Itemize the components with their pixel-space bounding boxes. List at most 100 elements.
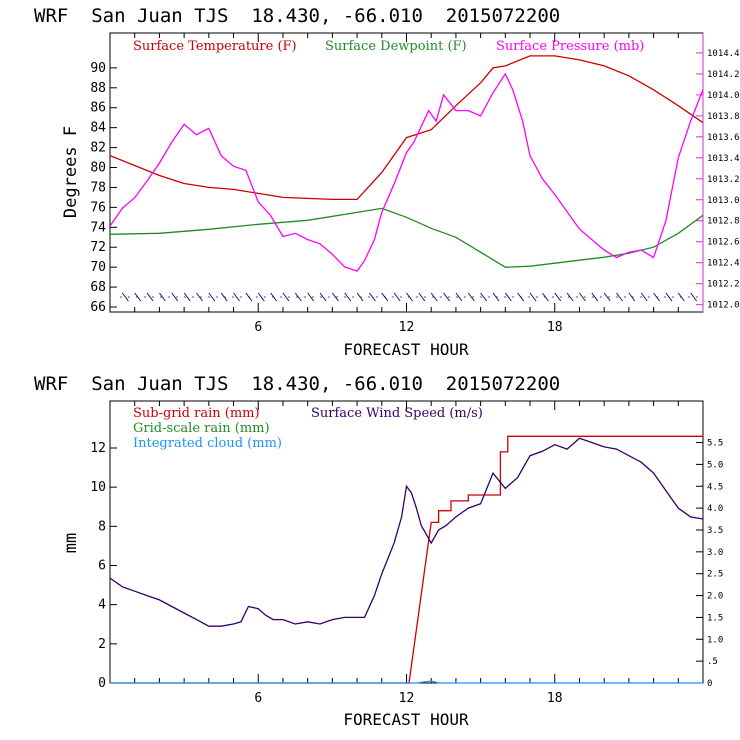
wind-barb: [443, 292, 450, 302]
upper-left-tick-label: 80: [90, 161, 106, 176]
wind-barb: [233, 292, 240, 302]
subgrid-rain-line: [110, 435, 703, 684]
lower-chart-title: WRF San Juan TJS 18.430, -66.010 2015072…: [34, 373, 560, 395]
wind-barb: [294, 292, 302, 302]
upper-right-tick-label: 1013.6: [707, 133, 740, 143]
wind-barb: [319, 292, 327, 302]
upper-right-tick-label: 1012.0: [707, 301, 740, 311]
lower-right-tick-label: 1.0: [707, 635, 723, 645]
wind-barb: [393, 292, 401, 302]
wind-barb: [566, 292, 574, 302]
upper-right-ticks: 1012.0 1012.2 1012.4 1012.6 1012.8 1013.0 1013…: [696, 49, 740, 311]
upper-left-tick-label: 68: [90, 280, 106, 295]
lower-right-tick-label: 3.0: [707, 548, 723, 558]
lower-left-tick-label: 0: [98, 676, 106, 691]
lower-right-tick-label: .5: [707, 657, 718, 667]
lower-x-tick-label: 12: [399, 691, 415, 706]
legend-surface-dewpoint: Surface Dewpoint (F): [325, 39, 467, 54]
upper-right-tick-label: 1012.4: [707, 259, 740, 269]
upper-left-tick-label: 72: [90, 240, 106, 255]
dewpoint-line: [109, 207, 704, 268]
wind-barb: [171, 292, 179, 302]
upper-x-ticks: 6 12 18: [134, 33, 679, 335]
wind-barb: [455, 292, 463, 302]
legend-surface-temperature: Surface Temperature (F): [133, 39, 297, 54]
upper-right-tick-label: 1013.4: [707, 154, 740, 164]
upper-right-tick-label: 1014.2: [707, 70, 740, 80]
upper-left-tick-label: 66: [90, 300, 106, 315]
wind-barb: [467, 292, 475, 302]
upper-left-tick-label: 78: [90, 180, 106, 195]
legend-subgrid-rain: Sub-grid rain (mm): [133, 406, 260, 421]
upper-right-tick-label: 1012.2: [707, 280, 740, 290]
upper-plot-frame: [109, 32, 704, 313]
wind-barb: [529, 292, 537, 302]
upper-y-axis-title: Degrees F: [61, 126, 81, 218]
lower-y-axis-title: mm: [61, 533, 81, 553]
upper-left-tick-label: 84: [90, 121, 106, 136]
wind-barb: [121, 292, 129, 302]
lower-left-ticks: 0 2 4 6 8 10 12: [90, 441, 117, 691]
wind-barb: [331, 292, 339, 302]
legend-surface-pressure: Surface Pressure (mb): [496, 39, 644, 54]
upper-left-tick-label: 82: [90, 141, 106, 156]
upper-left-ticks: 66 68 70 72 74 76 78 80 82 84 86 88 90: [90, 61, 117, 315]
lower-right-tick-label: 4.0: [707, 504, 723, 514]
lower-right-tick-label: 0: [707, 679, 712, 689]
lower-x-tick-label: 6: [254, 691, 262, 706]
lower-left-tick-label: 10: [90, 480, 106, 495]
legend-surface-wind-speed: Surface Wind Speed (m/s): [311, 406, 483, 421]
upper-x-tick-label: 18: [547, 320, 563, 335]
wind-barb: [208, 292, 216, 302]
upper-x-tick-label: 12: [399, 320, 415, 335]
wind-barbs: [119, 292, 699, 302]
upper-right-tick-label: 1013.2: [707, 175, 740, 185]
wind-barb: [418, 292, 426, 302]
upper-right-tick-label: 1013.8: [707, 112, 740, 122]
lower-chart: WRF San Juan TJS 18.430, -66.010 2015072…: [34, 373, 723, 729]
upper-chart-title: WRF San Juan TJS 18.430, -66.010 2015072…: [34, 5, 560, 27]
lower-left-tick-label: 6: [98, 559, 106, 574]
wind-barb: [257, 292, 265, 302]
wind-barb: [307, 292, 315, 302]
wind-barb: [196, 292, 203, 302]
wind-speed-line: [109, 437, 704, 627]
wind-barb: [146, 292, 154, 302]
upper-left-tick-label: 76: [90, 200, 106, 215]
lower-x-axis-title: FORECAST HOUR: [343, 710, 469, 729]
upper-chart: WRF San Juan TJS 18.430, -66.010 2015072…: [34, 5, 740, 359]
wind-barb: [628, 292, 636, 302]
upper-x-tick-label: 6: [254, 320, 262, 335]
integrated-cloud-line: [110, 680, 703, 684]
lower-left-tick-label: 12: [90, 441, 106, 456]
wind-barb: [690, 292, 698, 302]
lower-right-ticks: 0 .5 1.0 1.5 2.0 2.5 3.0 3.5 4.0 4.5 5.0 5.5: [696, 439, 723, 689]
upper-right-tick-label: 1012.8: [707, 217, 740, 227]
upper-series-group: [109, 55, 704, 272]
wind-barb: [344, 292, 352, 302]
lower-x-ticks: 6 12 18: [134, 401, 679, 706]
lower-left-tick-label: 2: [98, 637, 106, 652]
wind-barb: [282, 292, 290, 302]
lower-right-tick-label: 5.5: [707, 439, 723, 449]
wind-barb: [603, 292, 611, 302]
upper-left-tick-label: 88: [90, 81, 106, 96]
wind-barb: [579, 292, 586, 302]
wind-barb: [183, 292, 191, 302]
temperature-line: [109, 55, 704, 201]
upper-right-tick-label: 1014.4: [707, 49, 740, 59]
wind-barb: [504, 292, 512, 302]
lower-series-group: [109, 435, 704, 684]
upper-left-tick-label: 74: [90, 220, 106, 235]
upper-left-tick-label: 86: [90, 101, 106, 116]
upper-left-tick-label: 70: [90, 260, 106, 275]
lower-right-tick-label: 1.5: [707, 613, 723, 623]
lower-right-tick-label: 2.5: [707, 570, 723, 580]
upper-right-tick-label: 1014.0: [707, 91, 740, 101]
lower-x-tick-label: 18: [547, 691, 563, 706]
lower-right-tick-label: 4.5: [707, 482, 723, 492]
wind-barb: [554, 292, 562, 302]
lower-left-tick-label: 8: [98, 519, 106, 534]
lower-left-tick-label: 4: [98, 598, 106, 613]
